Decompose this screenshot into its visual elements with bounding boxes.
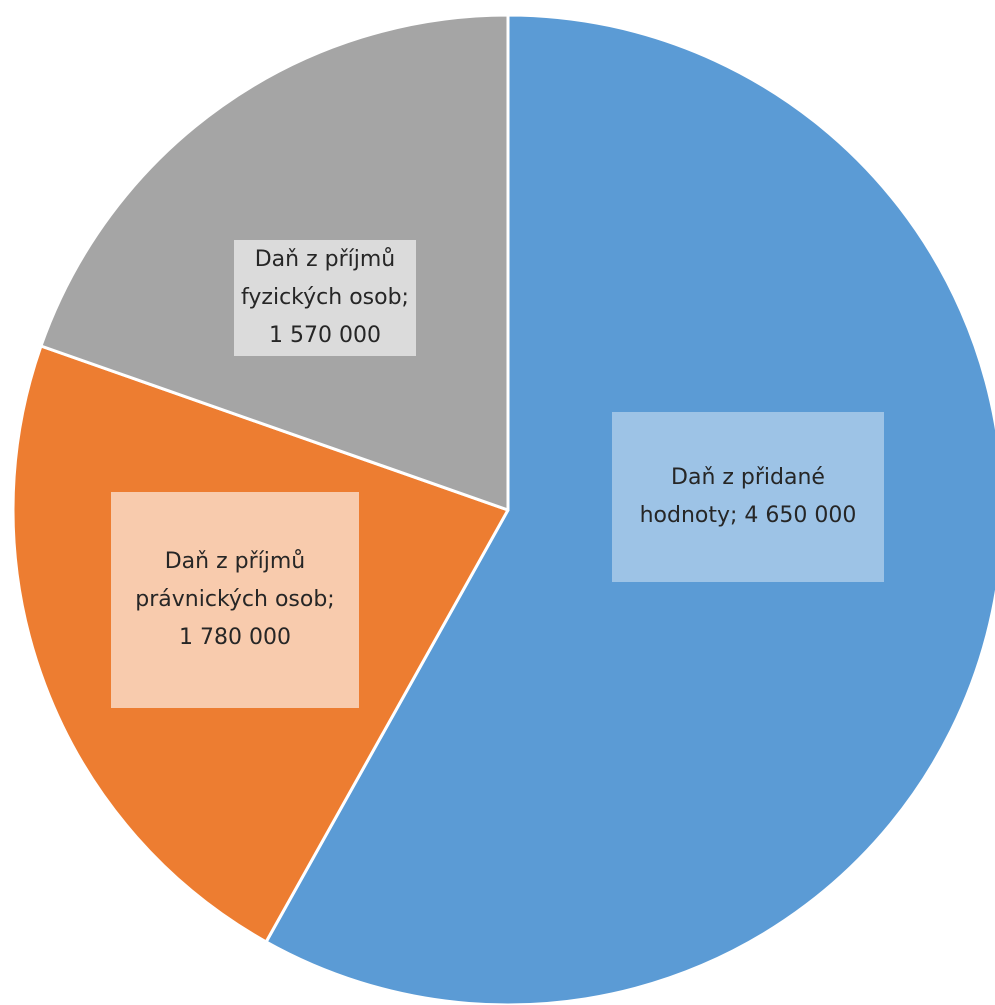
pie-labels: Daň z přidané hodnoty; 4 650 000 Daň z pří… xyxy=(111,240,884,708)
data-label-text: právnických osob; xyxy=(135,587,334,612)
data-label-text: hodnoty; 4 650 000 xyxy=(640,503,857,528)
data-label-dppo: Daň z příjmů právnických osob; 1 780 000 xyxy=(111,492,359,708)
data-label-dph: Daň z přidané hodnoty; 4 650 000 xyxy=(612,412,884,582)
data-label-text: 1 780 000 xyxy=(179,625,291,650)
data-label-text: Daň z přidané xyxy=(671,465,825,490)
data-label-box xyxy=(111,492,359,708)
data-label-box xyxy=(612,412,884,582)
data-label-text: fyzických osob; xyxy=(241,285,409,310)
data-label-box xyxy=(234,240,416,356)
data-label-text: Daň z příjmů xyxy=(165,549,306,574)
data-label-dpfo: Daň z příjmů fyzických osob; 1 570 000 xyxy=(234,240,416,356)
data-label-text: Daň z příjmů xyxy=(255,247,396,272)
data-label-text: 1 570 000 xyxy=(269,323,381,348)
